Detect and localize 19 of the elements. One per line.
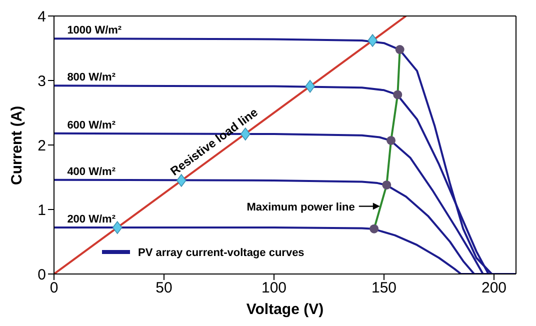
annotation: Maximum power line [246, 201, 355, 214]
x-axis-title: Voltage (V) [246, 301, 324, 318]
y-tick-label: 2 [38, 137, 46, 154]
y-tick-label: 0 [38, 266, 46, 284]
x-tick-label: 200 [481, 280, 507, 297]
legend-label: PV array current-voltage curves [138, 247, 304, 259]
x-tick-label: 0 [50, 280, 58, 297]
y-tick-label: 4 [38, 8, 46, 26]
annotation: 400 W/m² [67, 166, 116, 178]
y-tick-label: 3 [38, 72, 46, 90]
annotation: 800 W/m² [67, 72, 116, 84]
annotation: 600 W/m² [67, 119, 116, 132]
x-tick-label: 150 [371, 280, 397, 297]
annotation: 1000 W/m² [67, 24, 122, 37]
y-tick-label: 1 [38, 202, 46, 219]
x-tick-label: 50 [156, 280, 172, 297]
x-tick-label: 100 [261, 280, 287, 297]
annotation: 200 W/m² [67, 214, 116, 226]
y-axis-title: Current (A) [8, 106, 26, 185]
